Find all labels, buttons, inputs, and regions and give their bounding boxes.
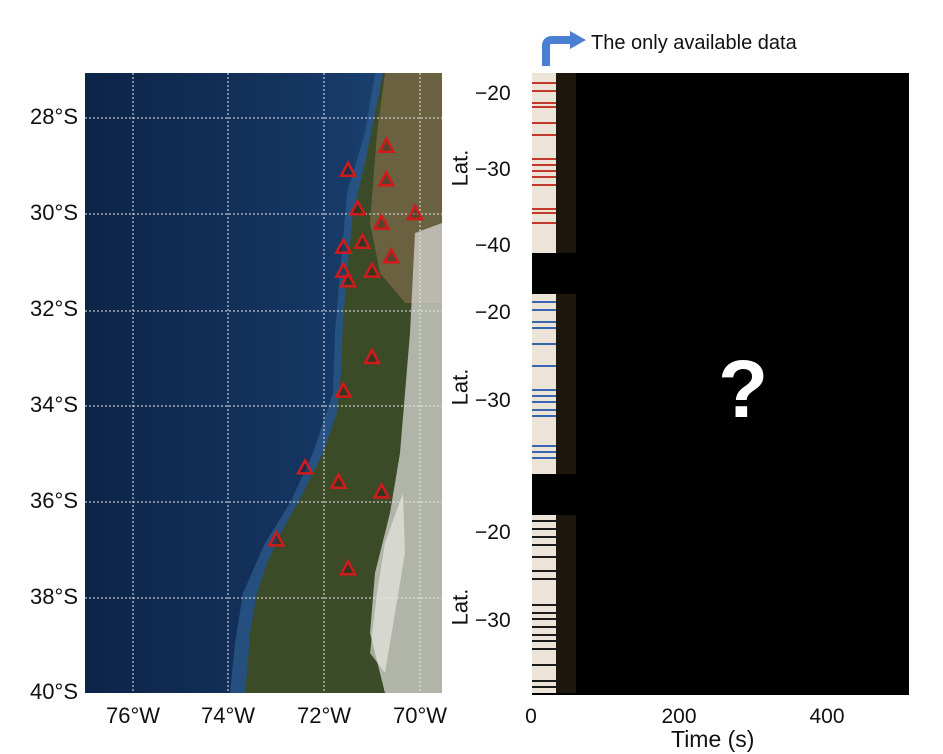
station-markers: [267, 136, 425, 576]
y-axis-label: Lat.: [447, 149, 473, 187]
continental-shelf: [230, 73, 390, 693]
strip-edge: [556, 73, 576, 253]
map-grid: [85, 73, 442, 693]
station-marker: [334, 380, 353, 398]
station-marker: [348, 198, 367, 216]
lon-label: 72°W: [296, 703, 352, 728]
andes-ridges: [370, 493, 405, 673]
station-marker: [372, 212, 391, 230]
station-marker: [362, 260, 382, 278]
station-marker: [339, 160, 358, 178]
waveform-strip-bottom: [532, 515, 556, 693]
station-marker: [295, 457, 315, 475]
y-tick: −30: [475, 158, 511, 181]
lon-label: 70°W: [392, 703, 448, 728]
waveform-strip-middle: [532, 294, 556, 474]
station-marker: [405, 203, 425, 221]
y-axis-label: Lat.: [447, 588, 473, 626]
question-mark: ?: [717, 344, 769, 435]
y-tick: −30: [475, 609, 511, 632]
annotation-text: The only available data: [591, 32, 797, 54]
station-marker: [377, 136, 396, 154]
strip-edge: [556, 294, 576, 474]
station-marker: [372, 481, 391, 499]
waveform-strip-top: [532, 73, 556, 253]
x-tick: 0: [525, 705, 537, 728]
lat-label: 36°S: [30, 488, 78, 513]
station-marker: [353, 232, 372, 250]
station-marker: [377, 169, 396, 187]
station-marker: [329, 472, 348, 490]
y-tick: −30: [475, 389, 511, 412]
panel-gap: [532, 253, 576, 294]
station-marker: [339, 558, 358, 576]
lat-label: 28°S: [30, 104, 78, 129]
y-tick: −40: [475, 234, 511, 257]
station-marker: [382, 246, 401, 264]
lat-label: 30°S: [30, 200, 78, 225]
lat-label: 32°S: [30, 296, 78, 321]
lat-label: 40°S: [30, 679, 78, 704]
station-marker: [334, 236, 353, 254]
x-tick: 400: [809, 705, 845, 728]
y-tick: −20: [475, 301, 511, 324]
lat-label: 34°S: [30, 392, 78, 417]
missing-data-area: [532, 73, 909, 695]
x-tick: 200: [661, 705, 697, 728]
station-marker: [339, 270, 358, 288]
lat-label: 38°S: [30, 584, 78, 609]
y-axis-label: Lat.: [447, 368, 473, 406]
station-marker: [267, 529, 286, 547]
y-tick: −20: [475, 82, 511, 105]
y-tick: −20: [475, 521, 511, 544]
x-axis-label: Time (s): [671, 726, 755, 752]
station-marker: [362, 347, 382, 365]
strip-edge: [556, 515, 576, 693]
lon-label: 76°W: [105, 703, 161, 728]
map-panel: [85, 73, 442, 693]
annotation-arrow-icon: [542, 31, 586, 66]
lon-label: 74°W: [200, 703, 256, 728]
